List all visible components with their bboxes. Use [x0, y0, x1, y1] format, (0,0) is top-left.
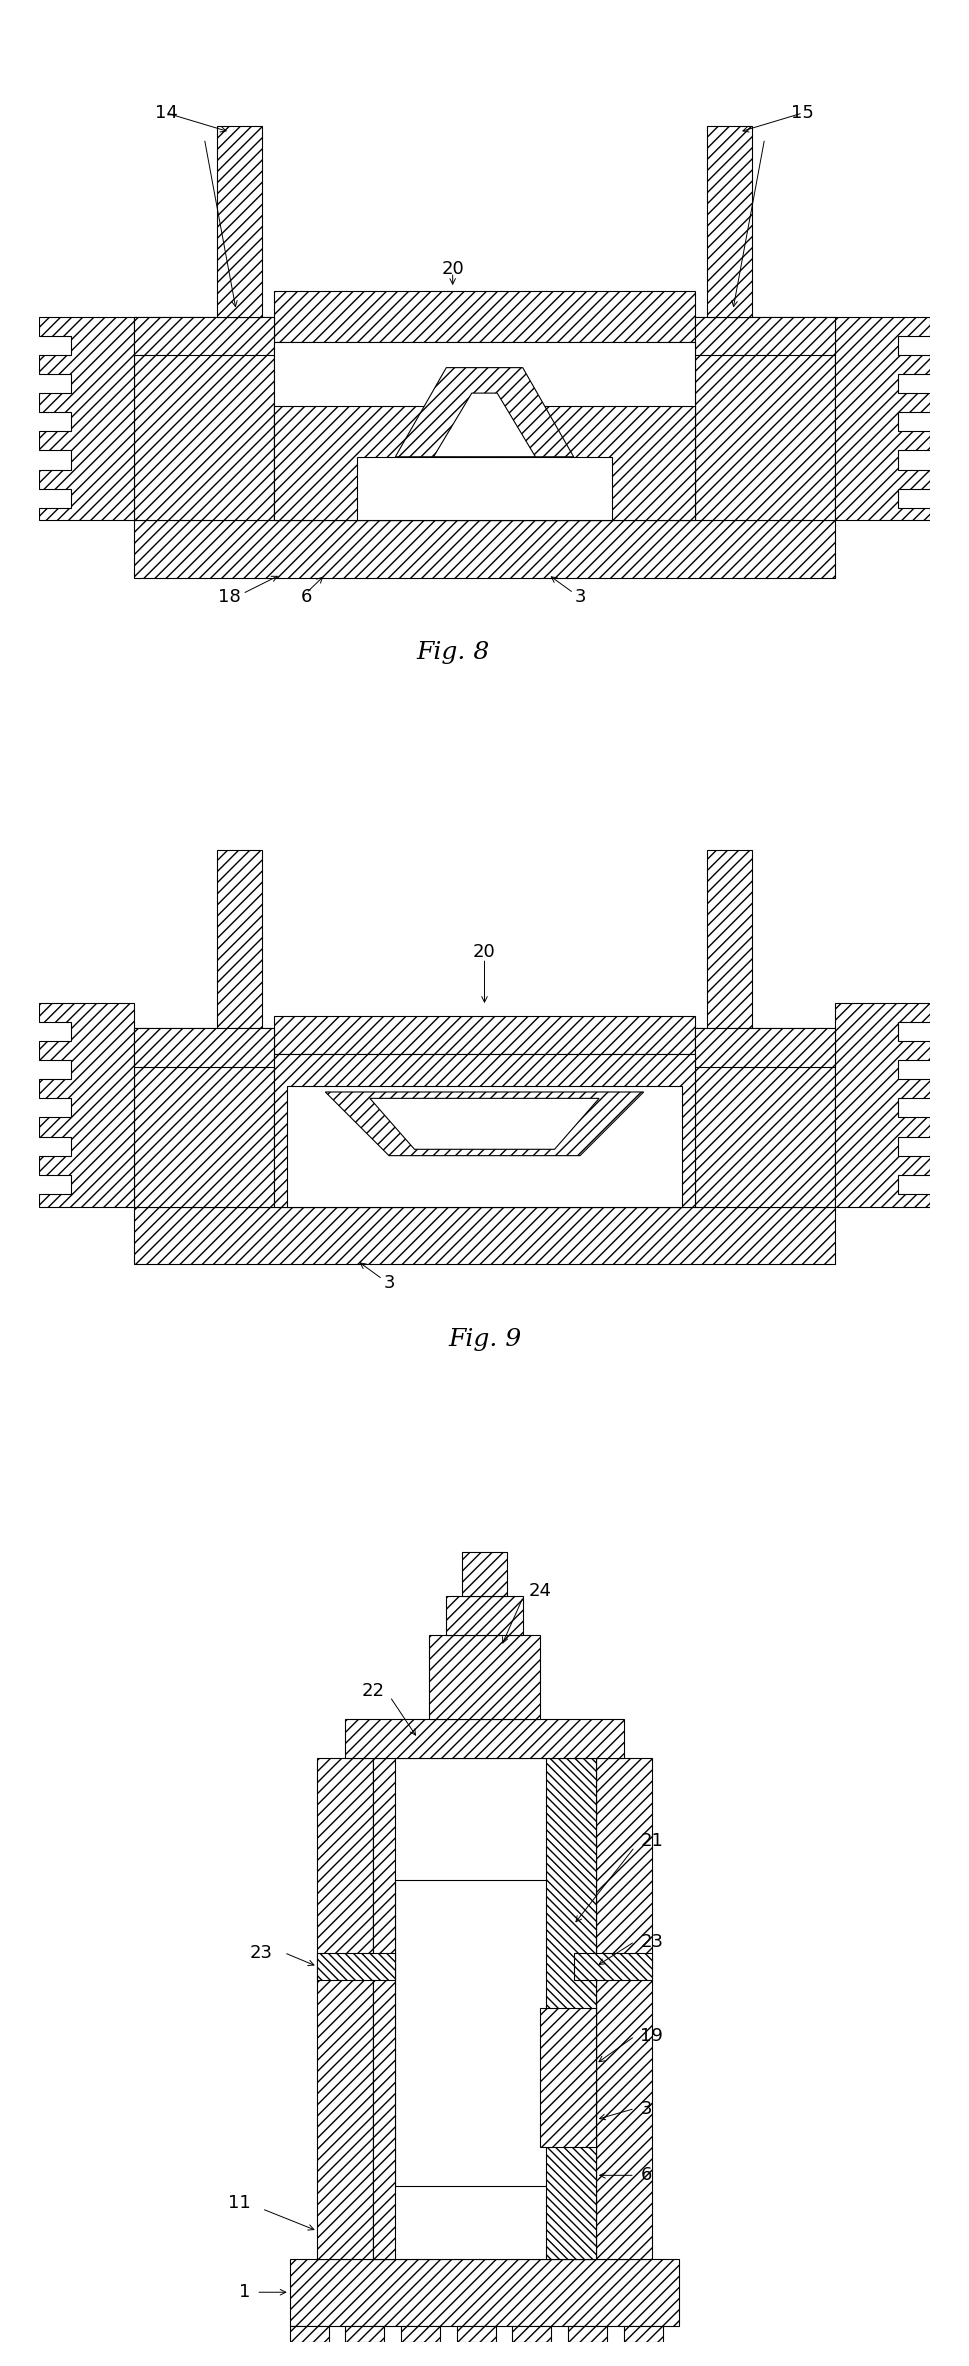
Bar [462, 1552, 507, 1597]
Bar [707, 125, 752, 317]
Polygon shape [326, 1093, 643, 1155]
Text: 24: 24 [529, 1583, 552, 1599]
Bar [274, 291, 695, 343]
Bar [695, 317, 834, 521]
Bar [695, 1029, 834, 1207]
Polygon shape [433, 393, 536, 457]
Bar [596, 1758, 651, 2260]
Bar [624, 2326, 663, 2342]
Text: 19: 19 [641, 2028, 663, 2044]
Bar [290, 2326, 328, 2342]
Bar [135, 1029, 274, 1207]
Bar [695, 317, 834, 355]
Bar [318, 1952, 395, 1980]
Bar [135, 317, 274, 521]
Polygon shape [395, 367, 574, 457]
Bar [135, 1029, 274, 1067]
Bar [446, 1597, 523, 1635]
Polygon shape [370, 1098, 599, 1150]
Text: 6: 6 [641, 2167, 652, 2184]
Bar [217, 849, 262, 1029]
Bar [274, 407, 695, 521]
Polygon shape [39, 317, 135, 521]
Bar [345, 1718, 624, 1758]
Text: 1: 1 [239, 2283, 251, 2302]
Text: 11: 11 [228, 2193, 251, 2212]
Bar [135, 317, 274, 355]
Bar [568, 2326, 607, 2342]
Bar [429, 1635, 540, 1718]
Bar [373, 1758, 596, 2260]
Text: 6: 6 [300, 587, 312, 606]
Polygon shape [834, 317, 930, 521]
Text: 15: 15 [792, 104, 814, 123]
Bar [707, 849, 752, 1029]
Bar [358, 457, 611, 521]
Text: 14: 14 [155, 104, 177, 123]
Bar [274, 1015, 695, 1053]
Text: 18: 18 [218, 587, 241, 606]
Text: Fig. 9: Fig. 9 [448, 1327, 521, 1351]
Bar [274, 1053, 695, 1207]
Text: 20: 20 [441, 260, 464, 277]
Text: 23: 23 [641, 1933, 664, 1950]
Bar [395, 1881, 574, 2186]
Text: 20: 20 [473, 944, 496, 961]
Bar [217, 125, 262, 317]
Bar [287, 1086, 682, 1207]
Bar [695, 1029, 834, 1067]
Bar [274, 343, 695, 521]
Bar [318, 1758, 373, 2260]
Bar [456, 2326, 495, 2342]
Text: 3: 3 [575, 587, 586, 606]
Polygon shape [834, 1003, 930, 1207]
Bar [401, 2326, 440, 2342]
Text: 23: 23 [250, 1942, 273, 1961]
Bar [513, 2326, 551, 2342]
Bar [574, 1952, 651, 1980]
Polygon shape [540, 2009, 596, 2148]
Bar [546, 1758, 596, 2260]
Bar [373, 1758, 395, 2260]
Bar [345, 2326, 385, 2342]
Polygon shape [39, 1003, 135, 1207]
Bar [290, 2260, 679, 2326]
Text: 3: 3 [383, 1273, 394, 1292]
Text: 21: 21 [641, 1831, 663, 1850]
Text: Fig. 8: Fig. 8 [416, 641, 489, 665]
Text: 22: 22 [361, 1682, 385, 1701]
Bar [135, 521, 834, 577]
Text: 3: 3 [641, 2099, 652, 2118]
Bar [135, 1207, 834, 1263]
